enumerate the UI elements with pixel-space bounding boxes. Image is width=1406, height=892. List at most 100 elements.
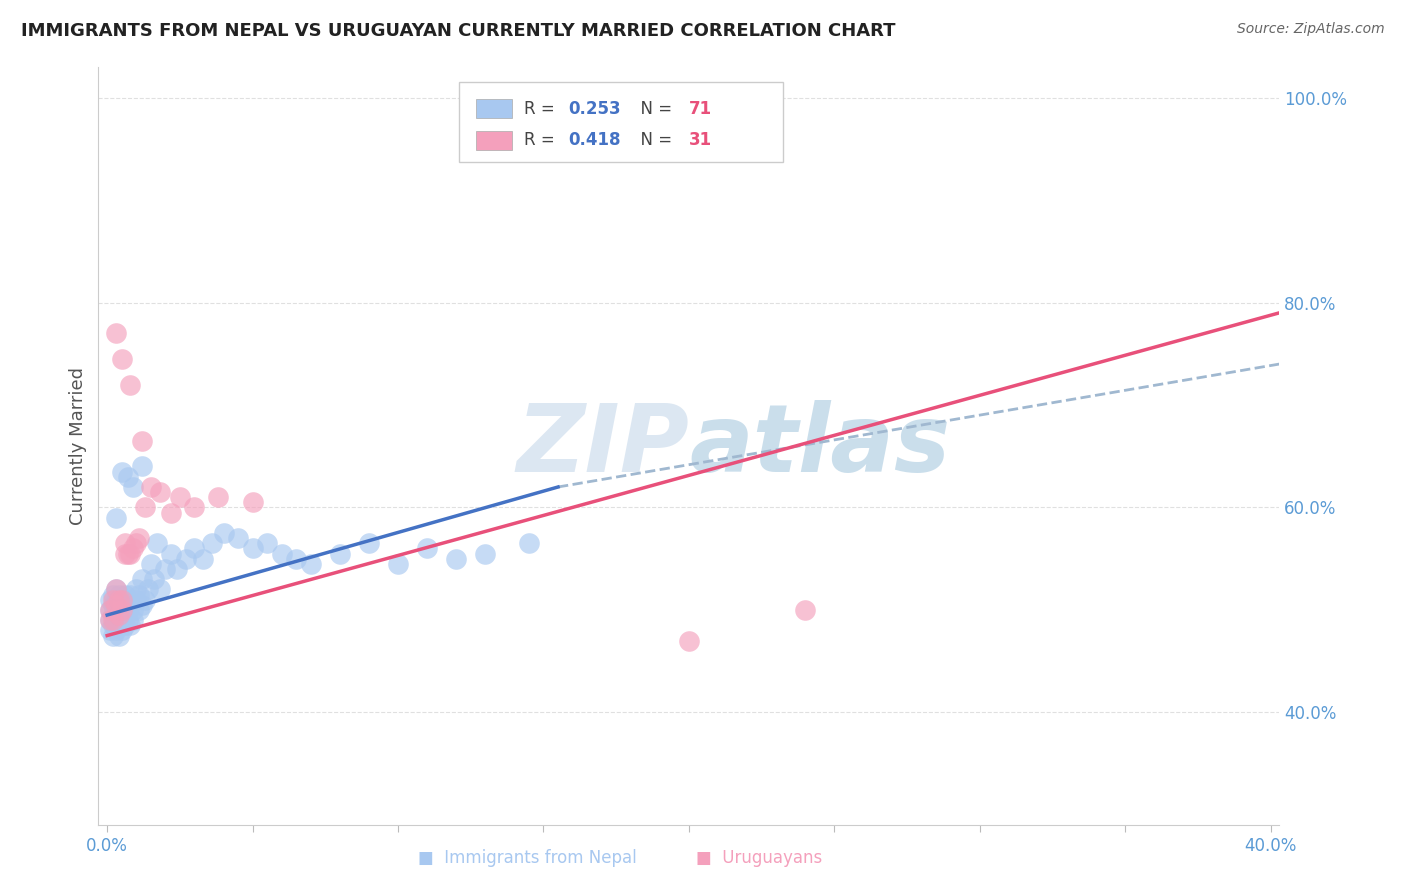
Point (117, 613, 139, 627)
Point (101, 628, 124, 642)
Point (98, 613, 121, 627)
Y-axis label: Currently Married: Currently Married (69, 367, 87, 525)
Text: atlas: atlas (689, 400, 950, 492)
Bar (477, 99, 512, 119)
Point (114, 547, 136, 561)
Point (111, 592, 134, 607)
Point (444, 551, 467, 566)
Point (128, 603, 150, 617)
Point (166, 562, 188, 576)
Point (114, 598, 136, 612)
Point (107, 588, 129, 602)
Point (226, 531, 249, 545)
Point (387, 557, 409, 571)
Text: 31: 31 (689, 131, 711, 150)
Point (416, 541, 439, 556)
Point (125, 582, 148, 597)
Point (101, 592, 124, 607)
Text: R =: R = (523, 100, 560, 118)
Point (183, 541, 205, 556)
Point (160, 506, 183, 520)
Point (107, 608, 129, 623)
Point (191, 551, 214, 566)
Point (111, 351, 134, 366)
Point (117, 547, 139, 561)
Point (107, 592, 129, 607)
Point (212, 526, 235, 541)
Point (148, 485, 170, 500)
Text: ■  Uruguayans: ■ Uruguayans (696, 849, 823, 867)
Point (120, 588, 142, 602)
Point (101, 598, 124, 612)
Point (101, 608, 124, 623)
Point (98, 592, 121, 607)
Point (794, 603, 817, 617)
Point (107, 598, 129, 612)
Point (104, 603, 127, 617)
Point (120, 377, 142, 392)
Point (242, 495, 264, 509)
Text: 0.253: 0.253 (568, 100, 621, 118)
Text: IMMIGRANTS FROM NEPAL VS URUGUAYAN CURRENTLY MARRIED CORRELATION CHART: IMMIGRANTS FROM NEPAL VS URUGUAYAN CURRE… (21, 22, 896, 40)
Point (98, 624, 121, 638)
Point (104, 582, 127, 597)
Point (299, 557, 322, 571)
Point (174, 551, 197, 566)
Text: 71: 71 (689, 100, 711, 118)
Point (98, 603, 121, 617)
Point (107, 628, 129, 642)
Point (114, 618, 136, 632)
Point (131, 459, 153, 474)
Point (201, 536, 224, 550)
Point (101, 613, 124, 627)
Point (104, 598, 127, 612)
Point (101, 618, 124, 632)
Point (120, 547, 142, 561)
Point (183, 500, 205, 515)
Point (98, 613, 121, 627)
Point (104, 510, 127, 524)
Point (101, 588, 124, 602)
Text: ■  Immigrants from Nepal: ■ Immigrants from Nepal (418, 849, 637, 867)
Point (207, 490, 229, 504)
Point (474, 547, 496, 561)
Point (136, 582, 159, 597)
Point (517, 536, 540, 550)
Point (122, 603, 145, 617)
Point (111, 624, 134, 638)
Point (131, 434, 153, 448)
Point (111, 592, 134, 607)
Point (169, 490, 191, 504)
Text: N =: N = (630, 100, 678, 118)
Text: R =: R = (523, 131, 560, 150)
Point (139, 557, 162, 571)
Point (270, 547, 292, 561)
Point (131, 572, 153, 586)
Point (117, 469, 139, 483)
Point (128, 588, 150, 602)
Point (111, 603, 134, 617)
Point (111, 603, 134, 617)
Point (104, 582, 127, 597)
Point (111, 613, 134, 627)
Text: Source: ZipAtlas.com: Source: ZipAtlas.com (1237, 22, 1385, 37)
Point (104, 326, 127, 341)
Point (122, 480, 145, 494)
Point (117, 603, 139, 617)
Point (142, 572, 165, 586)
Point (678, 633, 700, 648)
Point (256, 536, 278, 550)
Point (107, 608, 129, 623)
Point (285, 551, 308, 566)
Point (117, 592, 139, 607)
Text: 0.418: 0.418 (568, 131, 621, 150)
Point (357, 536, 380, 550)
Point (104, 592, 127, 607)
Point (104, 624, 127, 638)
FancyBboxPatch shape (458, 82, 783, 161)
Point (104, 613, 127, 627)
Point (114, 536, 136, 550)
Point (155, 562, 177, 576)
Point (98, 603, 121, 617)
Point (148, 582, 170, 597)
